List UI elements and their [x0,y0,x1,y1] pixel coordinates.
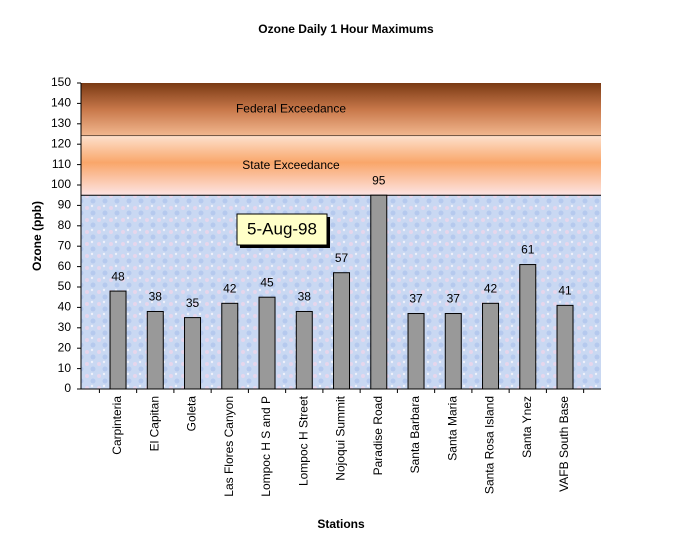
bar [482,302,500,390]
x-tick-label: Lompoc H Street [296,395,310,486]
x-tick-label: Santa Barbara [408,396,422,474]
band-label: State Exceedance [242,158,340,172]
y-tick-label: 60 [58,259,72,273]
value-label: 38 [298,290,312,304]
x-tick-label: VAFB South Base [557,396,571,492]
bar [184,317,202,390]
bar [295,310,313,390]
y-tick-label: 40 [58,300,72,314]
value-label: 61 [521,243,535,257]
y-tick-label: 20 [58,340,72,354]
value-label: 37 [409,292,423,306]
value-label: 42 [223,281,237,295]
bar [146,310,164,390]
value-label: 48 [111,269,125,283]
chart-title: Ozone Daily 1 Hour Maximums [258,22,434,36]
y-tick-label: 80 [58,218,72,232]
x-axis-label: Stations [317,517,365,531]
annotation: 5-Aug-98 [247,219,317,238]
bar [333,272,351,390]
bar [109,290,127,390]
x-tick-label: Carpinteria [110,396,124,455]
y-tick-label: 140 [51,96,71,110]
y-tick-label: 110 [52,157,71,171]
y-tick-label: 100 [51,177,71,191]
y-tick-label: 130 [51,116,71,130]
x-tick-label: Paradise Road [371,396,385,475]
bar [370,194,388,390]
value-label: 45 [260,275,274,289]
y-tick-label: 10 [58,361,72,375]
x-tick-label: El Capitan [147,396,161,451]
y-tick-label: 120 [51,136,71,150]
x-tick-label: Santa Maria [445,396,459,461]
x-tick-label: Lompoc H S and P [259,396,273,497]
bar [556,304,574,390]
x-tick-label: Nojoqui Summit [334,395,348,480]
x-tick-label: Santa Rosa Island [483,396,497,494]
annotation-box [236,213,328,246]
exceedance-band [81,83,601,137]
y-tick-label: 0 [64,381,71,395]
band-label: Federal Exceedance [236,102,346,116]
x-tick-label: Las Flores Canyon [222,396,236,497]
x-tick-label: Santa Ynez [520,396,534,458]
value-label: 42 [484,281,498,295]
value-label: 57 [335,251,349,265]
bar [258,296,276,390]
value-label: 35 [186,296,200,310]
value-label: 41 [558,284,572,298]
value-label: 95 [372,173,386,187]
x-tick-label: Goleta [185,396,199,432]
bar [407,313,425,390]
bar [221,302,239,390]
y-tick-label: 30 [58,320,72,334]
bar [519,264,537,390]
y-axis-label: Ozone (ppb) [30,201,44,271]
bar [444,313,462,390]
y-tick-label: 70 [58,238,72,252]
y-tick-label: 90 [58,198,72,212]
value-label: 37 [447,292,461,306]
value-label: 38 [149,290,163,304]
y-tick-label: 150 [51,75,71,89]
exceedance-band [81,136,601,196]
y-tick-label: 50 [58,279,72,293]
